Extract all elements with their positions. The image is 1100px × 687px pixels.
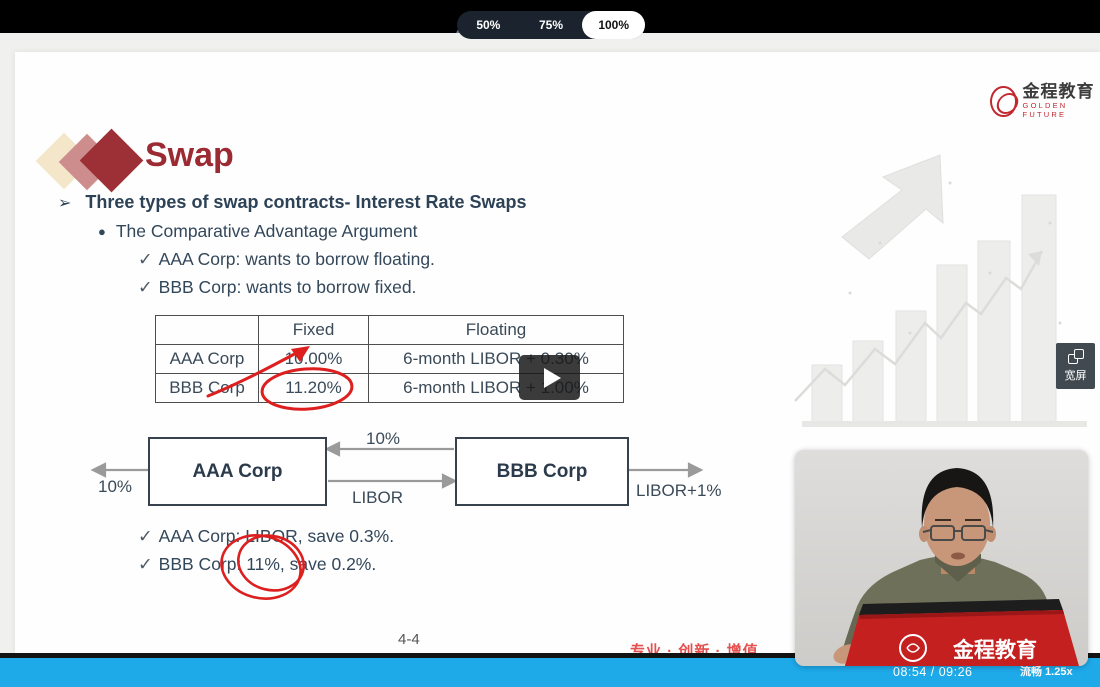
brand-seal-icon [990,85,1017,117]
point-text: BBB Corp: wants to borrow fixed. [158,277,417,297]
cell-fixed: 10.00% [258,344,369,374]
widescreen-button[interactable]: 宽屏 [1056,343,1095,389]
diagram-label-bottom: LIBOR [352,488,404,507]
diagram-box-bbb: BBB Corp [455,437,629,506]
growth-chart-graphic [794,154,1087,427]
conclusion-text: BBB Corp: 11%, save 0.2%. [158,554,377,574]
slide-title: Swap [145,136,234,174]
cell-name: BBB Corp [155,373,259,403]
diagram-box-aaa: AAA Corp [148,437,327,506]
point-text: AAA Corp: wants to borrow floating. [158,249,435,269]
check-icon: ✓ [138,249,153,269]
brand-name-cn: 金程教育 [1022,82,1095,101]
check-icon: ✓ [138,554,153,574]
instructor-webcam: 金程教育 [795,450,1088,666]
diagram-label-left: 10% [98,477,133,496]
heading-line: ➢ Three types of swap contracts- Interest… [58,192,527,213]
widescreen-icon [1067,349,1084,364]
time-display: 08:54 / 09:26 [893,665,973,679]
brand-name-en: GOLDEN FUTURE [1022,101,1068,119]
heading-text: Three types of swap contracts- Interest … [85,192,527,212]
arrow-bullet-icon: ➢ [58,195,72,212]
bottom-black-strip [0,653,1100,658]
subheading-text: The Comparative Advantage Argument [115,221,418,241]
brand-logo: 金程教育 GOLDEN FUTURE [990,83,1100,119]
subheading-line: ● The Comparative Advantage Argument [98,221,417,242]
point-line: ✓ AAA Corp: wants to borrow floating. [138,249,435,270]
diagram-label-top: 10% [366,429,401,448]
header-cell-fixed: Fixed [258,315,369,345]
conclusion-line: ✓ AAA Corp: LIBOR, save 0.3%. [138,526,394,547]
cell-fixed: 11.20% [258,373,369,403]
zoom-level-selector: 50% 75% 100% [457,11,646,39]
zoom-option-100[interactable]: 100% [582,11,646,39]
check-icon: ✓ [138,526,153,546]
instructor-illustration: 金程教育 [795,450,1088,666]
cell-name: AAA Corp [155,344,259,374]
diagram-arrows [90,441,704,489]
conclusion-line: ✓ BBB Corp: 11%, save 0.2%. [138,554,376,575]
quality-speed-control[interactable]: 流畅 1.25x [1020,666,1073,678]
check-icon: ✓ [138,277,153,297]
cell-floating: 6-month LIBOR + 1.00% [368,373,624,403]
header-cell-floating: Floating [368,315,624,345]
header-cell-empty [155,315,259,345]
play-icon [543,367,561,388]
page-number: 4-4 [398,631,420,648]
dot-bullet-icon: ● [98,224,106,239]
cell-floating: 6-month LIBOR + 0.30% [368,344,624,374]
pause-play-overlay-button[interactable] [519,355,580,400]
rates-table: Fixed Floating AAA Corp 10.00% 6-month L… [155,315,624,403]
conclusion-text: AAA Corp: LIBOR, save 0.3%. [158,526,395,546]
top-bar: 50% 75% 100% [0,0,1100,43]
widescreen-label: 宽屏 [1064,370,1087,382]
diagram-label-right: LIBOR+1% [636,481,722,500]
video-area: 金程教育 GOLDEN FUTURE Swap ➢ Three types of … [0,33,1100,666]
zoom-option-75[interactable]: 75% [538,18,564,32]
zoom-option-50[interactable]: 50% [476,18,501,32]
point-line: ✓ BBB Corp: wants to borrow fixed. [138,277,416,298]
laptop-brand-text: 金程教育 [952,638,1037,662]
table-header-row: Fixed Floating [155,315,624,345]
